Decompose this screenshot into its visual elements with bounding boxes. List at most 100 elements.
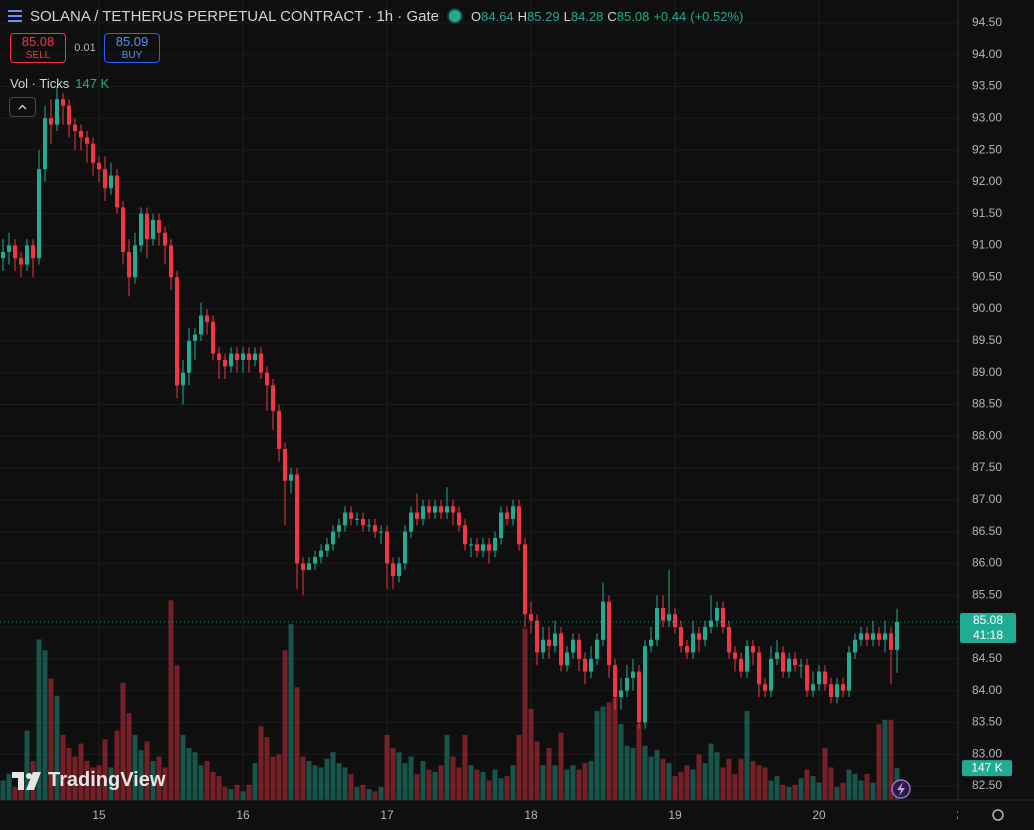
- y-tick-label: 94.50: [972, 15, 1002, 29]
- volume-bar: [48, 678, 54, 800]
- spread: 0.01: [74, 42, 96, 54]
- collapse-button[interactable]: [9, 97, 36, 117]
- volume-bar: [234, 784, 240, 800]
- volume-bar: [318, 767, 324, 800]
- candle-body: [859, 633, 863, 640]
- volume-bar: [114, 730, 120, 800]
- volume-bar: [882, 719, 888, 800]
- volume-bar: [642, 745, 648, 800]
- ohlc-low: L84.28: [564, 9, 604, 24]
- market-status: [449, 10, 461, 22]
- volume-bar: [474, 769, 480, 800]
- y-tick-label: 83.00: [972, 746, 1002, 760]
- volume-bar: [468, 765, 474, 800]
- volume-bar: [60, 734, 66, 800]
- y-tick-label: 86.50: [972, 524, 1002, 538]
- candle-body: [601, 601, 605, 640]
- candle-body: [193, 334, 197, 341]
- candle-body: [55, 99, 59, 125]
- volume-bar: [102, 739, 108, 800]
- volume-bar: [450, 756, 456, 800]
- y-tick-label: 83.50: [972, 715, 1002, 729]
- candle-body: [307, 563, 311, 570]
- candle-body: [415, 512, 419, 519]
- candle-body: [481, 544, 485, 551]
- volume-bar: [534, 741, 540, 800]
- volume-bar: [600, 706, 606, 800]
- candle-body: [595, 639, 599, 659]
- volume-bar: [732, 773, 738, 800]
- candle-body: [667, 614, 671, 621]
- volume-bar: [414, 773, 420, 800]
- buy-label: BUY: [121, 50, 143, 61]
- volume-bar: [36, 639, 42, 800]
- ohlc-key: O: [471, 8, 482, 24]
- volume-bar: [438, 765, 444, 800]
- candle-body: [397, 563, 401, 577]
- volume-bar: [384, 734, 390, 800]
- volume-bar: [582, 763, 588, 800]
- volume-bar: [834, 786, 840, 800]
- candle-body: [715, 607, 719, 621]
- candle-body: [529, 614, 533, 621]
- volume-bar: [858, 780, 864, 800]
- volume-bar: [90, 767, 96, 800]
- volume-bar: [654, 750, 660, 800]
- ohlc-high: H85.29: [518, 9, 560, 24]
- candle-body: [847, 652, 851, 691]
- volume-bar: [792, 784, 798, 800]
- volume-bar: [156, 756, 162, 800]
- candle-body: [7, 245, 11, 252]
- volume-bar: [456, 767, 462, 800]
- y-tick-label: 88.00: [972, 428, 1002, 442]
- candle-body: [31, 245, 35, 259]
- volume-bar: [420, 760, 426, 800]
- candle-body: [895, 621, 899, 650]
- y-tick-label: 88.50: [972, 397, 1002, 411]
- candle-body: [199, 315, 203, 335]
- sell-label: SELL: [25, 50, 51, 61]
- volume-bar: [96, 765, 102, 800]
- candle-body: [445, 506, 449, 513]
- candle-body: [49, 118, 53, 125]
- brand-name: TradingView: [48, 769, 166, 791]
- sell-button[interactable]: 85.08 SELL: [10, 33, 66, 63]
- volume-bar: [636, 724, 642, 800]
- candle-body: [799, 665, 803, 667]
- candle-body: [619, 690, 623, 697]
- candle-body: [877, 633, 881, 640]
- volume-bar: [720, 767, 726, 800]
- symbol-title: SOLANA / TETHERUS PERPETUAL CONTRACT · 1…: [30, 7, 439, 25]
- candle-body: [367, 525, 371, 527]
- volume-bar: [522, 628, 528, 800]
- volume-bar: [870, 782, 876, 800]
- candles: [1, 86, 899, 729]
- y-tick-label: 91.00: [972, 238, 1002, 252]
- candle-body: [241, 353, 245, 360]
- candle-body: [823, 671, 827, 685]
- volume-bar: [786, 786, 792, 800]
- buy-button[interactable]: 85.09 BUY: [104, 33, 160, 63]
- candle-body: [871, 633, 875, 640]
- volume-bar: [690, 769, 696, 800]
- y-tick-label: 92.00: [972, 174, 1002, 188]
- candle-body: [793, 658, 797, 666]
- candle-body: [763, 684, 767, 691]
- volume-bar: [12, 786, 18, 800]
- candle-body: [175, 277, 179, 386]
- volume-bar: [852, 773, 858, 800]
- buy-price: 85.09: [115, 34, 149, 49]
- candle-body: [853, 639, 857, 653]
- volume-bar: [120, 682, 126, 800]
- x-tick-label: 16: [236, 808, 250, 822]
- sell-price: 85.08: [21, 34, 55, 49]
- volume-bar: [666, 763, 672, 800]
- settings-icon[interactable]: [992, 809, 1004, 821]
- y-tick-label: 91.50: [972, 206, 1002, 220]
- volume-bar: [528, 708, 534, 800]
- symbol-icon: [8, 10, 22, 22]
- volume-bar: [696, 754, 702, 800]
- candle-body: [421, 506, 425, 519]
